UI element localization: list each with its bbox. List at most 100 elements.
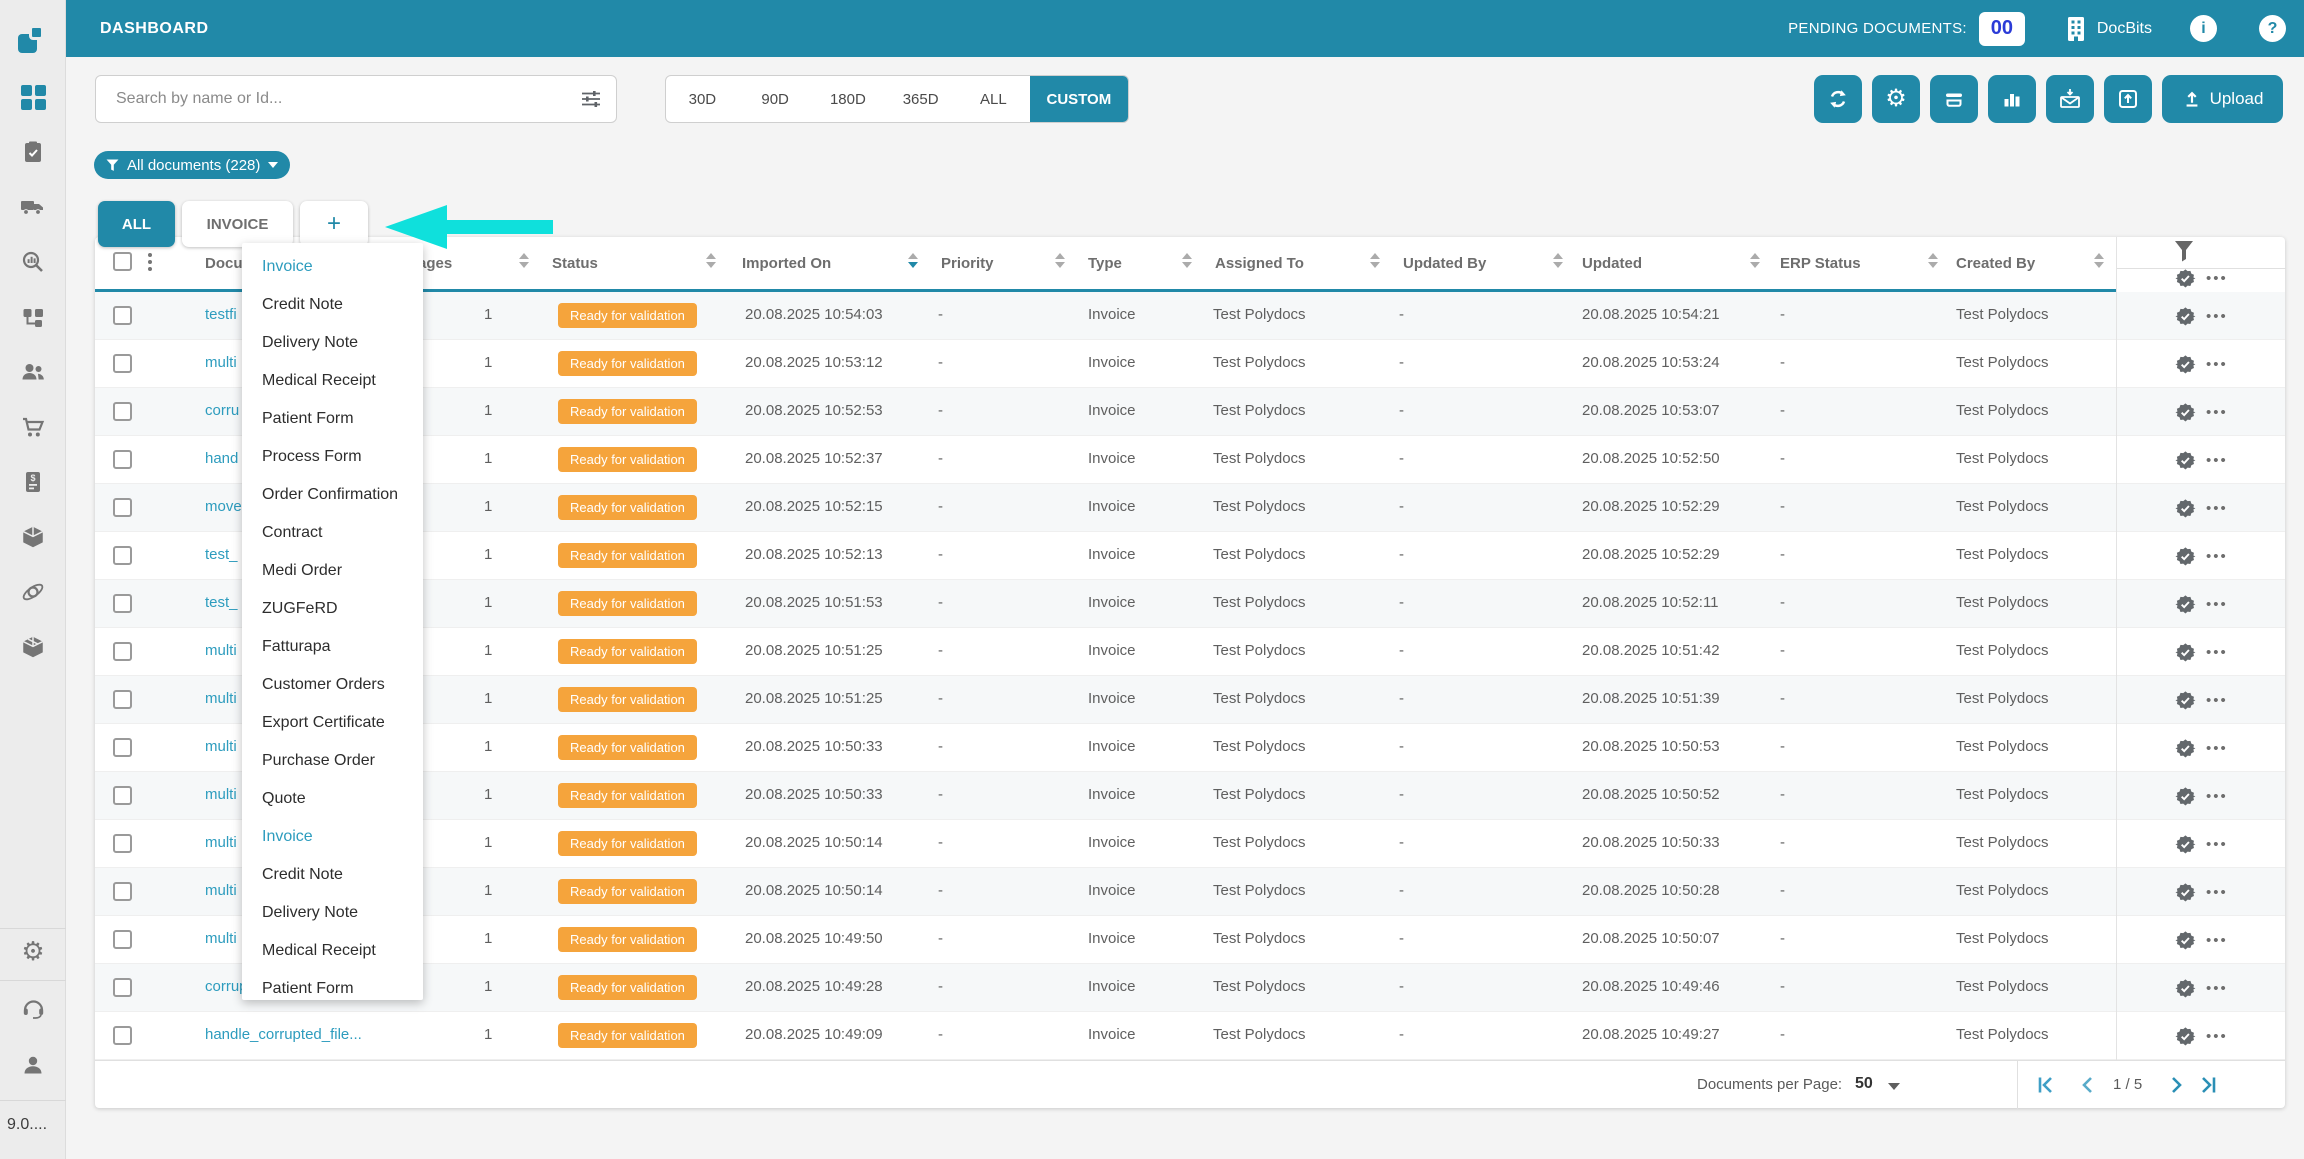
type-menu-item[interactable]: Invoice: [242, 818, 423, 856]
col-created-by[interactable]: Created By: [1956, 255, 2035, 272]
table-menu-icon[interactable]: [148, 253, 152, 271]
documents-filter-chip[interactable]: All documents (228): [94, 151, 290, 179]
type-menu-item[interactable]: Purchase Order: [242, 742, 423, 780]
col-imported-on[interactable]: Imported On: [742, 255, 831, 272]
sort-icon[interactable]: [519, 253, 529, 268]
row-menu-dots-icon[interactable]: •••: [2206, 740, 2228, 757]
analytics-button[interactable]: [1988, 75, 2036, 123]
row-checkbox[interactable]: [113, 642, 132, 661]
sidebar-item-invoices[interactable]: $: [0, 467, 66, 497]
add-tab-button[interactable]: +: [300, 201, 368, 247]
type-menu-item[interactable]: Patient Form: [242, 400, 423, 438]
col-type[interactable]: Type: [1088, 255, 1122, 272]
col-erp-status[interactable]: ERP Status: [1780, 255, 1861, 272]
row-menu-dots-icon[interactable]: •••: [2206, 596, 2228, 613]
row-checkbox[interactable]: [113, 498, 132, 517]
type-menu-item[interactable]: Invoice: [242, 248, 423, 286]
row-menu-dots-icon[interactable]: •••: [2206, 404, 2228, 421]
document-name-link[interactable]: move: [205, 498, 242, 515]
advanced-filter-icon[interactable]: [580, 88, 602, 110]
document-name-link[interactable]: handle_corrupted_file...: [205, 1026, 362, 1043]
select-all-checkbox[interactable]: [113, 252, 132, 271]
row-menu-dots-icon[interactable]: •••: [2206, 884, 2228, 901]
tab-all[interactable]: ALL: [98, 201, 175, 247]
per-page-value[interactable]: 50: [1855, 1075, 1873, 1093]
document-name-link[interactable]: multi: [205, 738, 237, 755]
row-menu-dots-icon[interactable]: •••: [2206, 980, 2228, 997]
sort-icon[interactable]: [1750, 253, 1760, 268]
sidebar-item-settings[interactable]: ⚙: [0, 936, 66, 966]
type-menu-item[interactable]: Quote: [242, 780, 423, 818]
mail-import-button[interactable]: [2046, 75, 2094, 123]
row-checkbox[interactable]: [113, 450, 132, 469]
sidebar-item-tasks[interactable]: [0, 137, 66, 167]
search-input[interactable]: [114, 89, 580, 109]
type-menu-item[interactable]: Delivery Note: [242, 894, 423, 932]
row-menu-dots-icon[interactable]: •••: [2206, 270, 2228, 287]
validation-badge-icon[interactable]: [2175, 642, 2196, 663]
sidebar-item-analytics[interactable]: [0, 247, 66, 277]
validation-badge-icon[interactable]: [2175, 498, 2196, 519]
row-checkbox[interactable]: [113, 354, 132, 373]
validation-badge-icon[interactable]: [2175, 882, 2196, 903]
document-name-link[interactable]: test_: [205, 546, 238, 563]
validation-badge-icon[interactable]: [2175, 402, 2196, 423]
row-checkbox[interactable]: [113, 594, 132, 613]
date-filter-90d[interactable]: 90D: [739, 76, 812, 122]
row-checkbox[interactable]: [113, 882, 132, 901]
help-icon[interactable]: ?: [2259, 15, 2286, 42]
scanner-button[interactable]: [1930, 75, 1978, 123]
row-checkbox[interactable]: [113, 306, 132, 325]
validation-badge-icon[interactable]: [2175, 354, 2196, 375]
sort-icon[interactable]: [1928, 253, 1938, 268]
export-button[interactable]: [2104, 75, 2152, 123]
date-filter-custom[interactable]: CUSTOM: [1030, 76, 1128, 122]
sidebar-item-dashboard[interactable]: [0, 82, 66, 112]
validation-badge-icon[interactable]: [2175, 786, 2196, 807]
sort-icon[interactable]: [1055, 253, 1065, 268]
type-menu-item[interactable]: Delivery Note: [242, 324, 423, 362]
document-name-link[interactable]: multi: [205, 882, 237, 899]
document-name-link[interactable]: hand: [205, 450, 238, 467]
validation-badge-icon[interactable]: [2175, 306, 2196, 327]
next-page-button[interactable]: [2163, 1073, 2189, 1097]
row-menu-dots-icon[interactable]: •••: [2206, 644, 2228, 661]
document-name-link[interactable]: multi: [205, 690, 237, 707]
document-name-link[interactable]: multi: [205, 834, 237, 851]
type-menu-item[interactable]: Credit Note: [242, 856, 423, 894]
type-menu-item[interactable]: Contract: [242, 514, 423, 552]
sidebar-item-integrations[interactable]: [0, 577, 66, 607]
sidebar-item-packages[interactable]: [0, 632, 66, 662]
row-menu-dots-icon[interactable]: •••: [2206, 836, 2228, 853]
row-checkbox[interactable]: [113, 834, 132, 853]
date-filter-30d[interactable]: 30D: [666, 76, 739, 122]
row-checkbox[interactable]: [113, 978, 132, 997]
per-page-caret-icon[interactable]: [1888, 1083, 1900, 1090]
row-menu-dots-icon[interactable]: •••: [2206, 932, 2228, 949]
type-menu-item[interactable]: Customer Orders: [242, 666, 423, 704]
document-name-link[interactable]: testfi: [205, 306, 237, 323]
validation-badge-icon[interactable]: [2175, 930, 2196, 951]
date-filter-180d[interactable]: 180D: [812, 76, 885, 122]
row-checkbox[interactable]: [113, 546, 132, 565]
previous-page-button[interactable]: [2075, 1073, 2101, 1097]
document-name-link[interactable]: corru: [205, 402, 239, 419]
sidebar-item-profile[interactable]: [0, 1050, 66, 1080]
row-menu-dots-icon[interactable]: •••: [2206, 692, 2228, 709]
col-updated[interactable]: Updated: [1582, 255, 1642, 272]
document-name-link[interactable]: multi: [205, 642, 237, 659]
validation-badge-icon[interactable]: [2175, 594, 2196, 615]
row-menu-dots-icon[interactable]: •••: [2206, 1028, 2228, 1045]
col-assigned-to[interactable]: Assigned To: [1215, 255, 1304, 272]
sidebar-item-shipments[interactable]: [0, 192, 66, 222]
row-menu-dots-icon[interactable]: •••: [2206, 308, 2228, 325]
sidebar-item-support[interactable]: [0, 993, 66, 1023]
settings-button[interactable]: ⚙: [1872, 75, 1920, 123]
row-checkbox[interactable]: [113, 402, 132, 421]
type-menu-item[interactable]: Export Certificate: [242, 704, 423, 742]
row-checkbox[interactable]: [113, 930, 132, 949]
document-name-link[interactable]: multi: [205, 930, 237, 947]
document-name-link[interactable]: multi: [205, 354, 237, 371]
date-filter-365d[interactable]: 365D: [884, 76, 957, 122]
row-checkbox[interactable]: [113, 690, 132, 709]
